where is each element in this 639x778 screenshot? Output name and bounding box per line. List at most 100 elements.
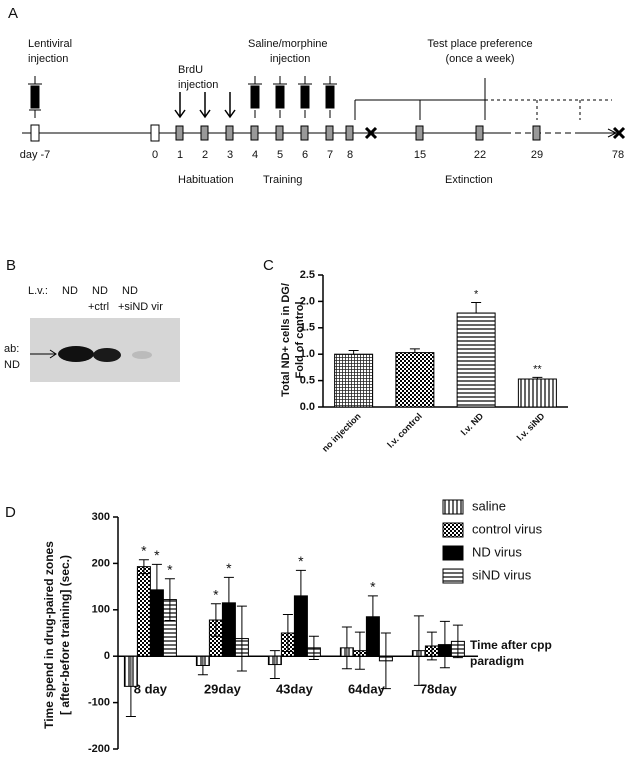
x-tick-label: 8 day (134, 681, 168, 696)
annotation: * (213, 586, 219, 602)
y-tick-label: 1.5 (300, 322, 315, 334)
y-axis-label: [ after-before training] (sec.) (58, 555, 72, 715)
error-bar (439, 620, 450, 669)
y-tick-label: 200 (92, 557, 110, 569)
day-label: 78 (612, 149, 624, 161)
y-axis-label: Time spend in drug-paired zones (42, 541, 56, 729)
bar (395, 352, 435, 408)
annotation: injection (270, 53, 310, 65)
x-axis-label: Time after cpp (470, 638, 552, 652)
annotation: * (474, 288, 479, 300)
annotation: Lentiviral (28, 38, 72, 50)
error-bar (426, 631, 437, 661)
annotation: injection (28, 53, 68, 65)
x-tick-label: no injection (320, 411, 363, 454)
annotation: * (154, 547, 160, 563)
day-label: 1 (177, 149, 183, 161)
day-label: 2 (202, 149, 208, 161)
error-bar (354, 631, 365, 670)
legend-label: siND virus (472, 567, 532, 582)
legend-swatch (442, 545, 464, 561)
legend-swatch (442, 522, 464, 538)
day-label: 6 (302, 149, 308, 161)
y-axis-label: Fold of control (294, 302, 306, 379)
y-axis-label: Total ND+ cells in DG/ (280, 283, 292, 397)
error-bar (282, 613, 293, 653)
annotation: * (370, 579, 376, 595)
error-bar (125, 655, 136, 718)
y-tick-label: 0 (104, 650, 110, 662)
error-bar (210, 603, 221, 637)
y-tick-label: -100 (88, 697, 110, 709)
legend-label: control virus (472, 521, 543, 536)
day-label: day -7 (20, 149, 51, 161)
day-label: 4 (252, 149, 258, 161)
y-tick-label: 2.0 (300, 295, 315, 307)
y-tick-label: 0.0 (300, 401, 315, 413)
day-label: 29 (531, 149, 543, 161)
bar (517, 378, 557, 408)
phase: Training (263, 174, 302, 186)
day-label: 0 (152, 149, 158, 161)
x-tick-label: l.v. siND (515, 411, 547, 443)
lane-label: ND (122, 285, 138, 297)
x-tick-label: l.v. ND (459, 411, 486, 438)
bar (136, 566, 151, 657)
error-bar (138, 559, 149, 575)
error-bar (223, 576, 234, 629)
day-label: 5 (277, 149, 283, 161)
day-label: 22 (474, 149, 486, 161)
panel-label: A (8, 5, 18, 22)
x-tick-label: 29day (204, 681, 242, 696)
lane-label: L.v.: (28, 285, 48, 297)
annotation: * (298, 553, 304, 569)
y-tick-label: 300 (92, 511, 110, 523)
x-axis-label: paradigm (470, 654, 524, 668)
timeline (22, 76, 626, 142)
error-bar (151, 563, 162, 616)
x-tick-label: 64day (348, 681, 386, 696)
error-bar (413, 615, 424, 686)
annotation: (once a week) (445, 53, 514, 65)
error-bar (236, 605, 247, 672)
error-bar (308, 635, 319, 660)
error-bar (197, 655, 208, 676)
y-tick-label: 0.5 (300, 375, 315, 387)
bar (334, 353, 374, 408)
x-tick-label: 43day (276, 681, 314, 696)
antibody-label: ND (4, 359, 20, 371)
x-tick-label: l.v. control (385, 411, 424, 450)
phase: Habituation (178, 174, 234, 186)
annotation: BrdU (178, 64, 203, 76)
day-label: 7 (327, 149, 333, 161)
annotation: * (167, 561, 173, 577)
annotation: injection (178, 79, 218, 91)
panel-label: C (263, 257, 274, 274)
day-label: 15 (414, 149, 426, 161)
lane-label: ND (62, 285, 78, 297)
day-label: 8 (347, 149, 353, 161)
legend-label: ND virus (472, 544, 522, 559)
annotation: Test place preference (427, 38, 532, 50)
legend-label: saline (472, 498, 506, 513)
y-tick-label: 1.0 (300, 348, 315, 360)
error-bar (380, 632, 391, 690)
legend-swatch (442, 499, 464, 515)
annotation: * (226, 560, 232, 576)
panel-label: D (5, 504, 16, 521)
error-bar (269, 650, 280, 679)
annotation: ** (533, 363, 542, 375)
annotation: * (141, 542, 147, 558)
error-bar (367, 595, 378, 639)
panel-label: B (6, 257, 16, 274)
x-tick-label: 78day (420, 681, 458, 696)
antibody-label: ab: (4, 343, 19, 355)
y-tick-label: 2.5 (300, 269, 315, 281)
day-label: 3 (227, 149, 233, 161)
error-bar (341, 626, 352, 670)
lane-label: ND (92, 285, 108, 297)
blot (30, 318, 180, 382)
error-bar (452, 624, 463, 659)
error-bar (164, 578, 175, 621)
